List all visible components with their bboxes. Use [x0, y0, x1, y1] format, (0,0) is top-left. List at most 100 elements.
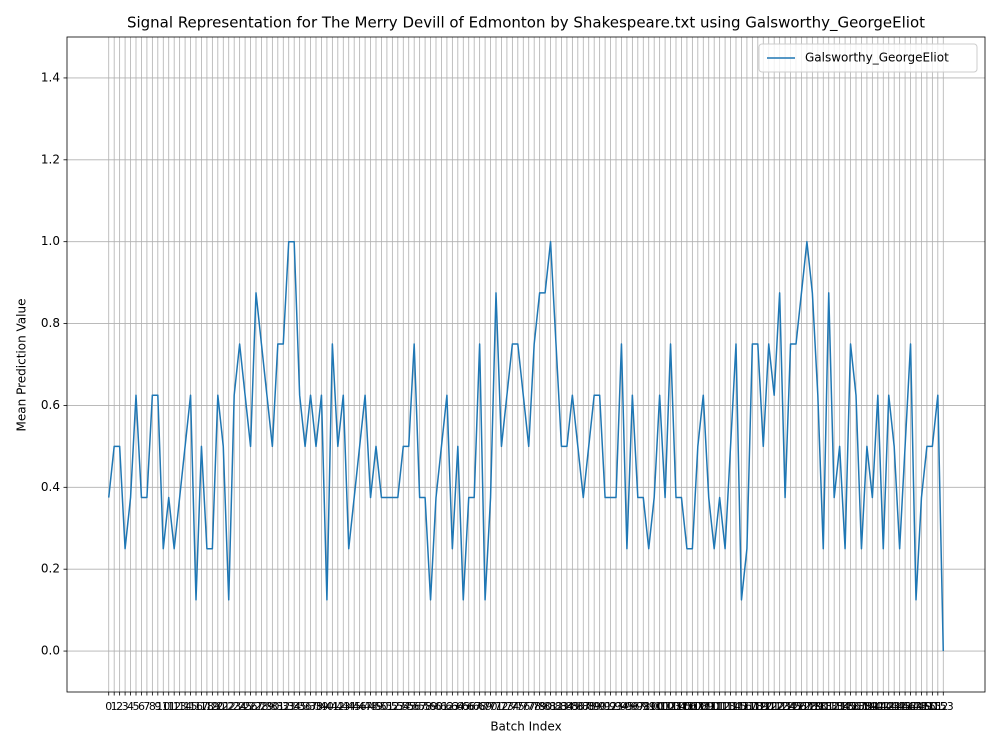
x-tick-label: 152 [927, 700, 948, 713]
x-tick-label: 114 [720, 700, 741, 713]
x-tick-label: 77 [522, 700, 536, 713]
x-tick-label: 147 [900, 700, 921, 713]
x-tick-label: 92 [604, 700, 618, 713]
x-tick-label: 135 [835, 700, 856, 713]
x-tick-label: 148 [906, 700, 927, 713]
x-tick-label: 125 [780, 700, 801, 713]
x-tick-label: 97 [631, 700, 645, 713]
x-tick-label: 79 [533, 700, 547, 713]
x-tick-label: 60 [429, 700, 443, 713]
x-tick-label: 24 [233, 700, 247, 713]
x-tick-label: 89 [587, 700, 601, 713]
x-tick-label: 88 [582, 700, 596, 713]
x-tick-label: 63 [445, 700, 459, 713]
x-tick-label: 142 [873, 700, 894, 713]
x-tick-label: 128 [796, 700, 817, 713]
x-tick-label: 41 [325, 700, 339, 713]
y-tick-label: 1.0 [41, 234, 60, 248]
x-tick-label: 18 [200, 700, 214, 713]
x-tick-label: 143 [878, 700, 899, 713]
x-tick-label: 6 [138, 700, 145, 713]
x-tick-label: 72 [494, 700, 508, 713]
x-tick-label: 107 [682, 700, 703, 713]
x-tick-label: 90 [593, 700, 607, 713]
x-tick-label: 35 [293, 700, 307, 713]
x-tick-label: 3 [122, 700, 129, 713]
x-tick-label: 49 [369, 700, 383, 713]
x-tick-label: 116 [731, 700, 752, 713]
x-tick-label: 10 [156, 700, 170, 713]
x-tick-label: 34 [287, 700, 301, 713]
x-tick-label: 132 [818, 700, 839, 713]
x-tick-label: 16 [189, 700, 203, 713]
x-tick-label: 25 [238, 700, 252, 713]
legend: Galsworthy_GeorgeEliot [758, 43, 978, 73]
x-tick-label: 53 [391, 700, 405, 713]
x-tick-label: 120 [753, 700, 774, 713]
x-tick-label: 137 [846, 700, 867, 713]
y-tick-label: 0.0 [41, 644, 60, 658]
x-tick-label: 106 [676, 700, 697, 713]
x-tick-label: 124 [775, 700, 796, 713]
x-tick-label: 70 [484, 700, 498, 713]
y-tick-label: 0.4 [41, 480, 60, 494]
x-tick-label: 21 [216, 700, 230, 713]
legend-label: Galsworthy_GeorgeEliot [805, 51, 949, 65]
x-tick-label: 127 [791, 700, 812, 713]
x-tick-label: 38 [309, 700, 323, 713]
x-tick-label: 36 [298, 700, 312, 713]
data-line [107, 240, 945, 652]
legend-box [758, 43, 978, 73]
x-tick-label: 153 [933, 700, 954, 713]
x-tick-label: 71 [489, 700, 503, 713]
x-tick-label: 48 [364, 700, 378, 713]
x-tick-label: 67 [467, 700, 481, 713]
y-tick-label: 1.2 [41, 152, 60, 166]
x-tick-label: 42 [331, 700, 345, 713]
x-tick-label: 65 [456, 700, 470, 713]
x-tick-label: 101 [649, 700, 670, 713]
x-tick-label: 98 [636, 700, 650, 713]
x-tick-label: 68 [473, 700, 487, 713]
x-tick-label: 94 [614, 700, 628, 713]
x-tick-label: 17 [194, 700, 208, 713]
x-tick-label: 14 [178, 700, 192, 713]
x-tick-label: 141 [867, 700, 888, 713]
x-tick-label: 73 [500, 700, 514, 713]
x-tick-label: 43 [336, 700, 350, 713]
x-tick-label: 29 [260, 700, 274, 713]
x-tick-label: 91 [598, 700, 612, 713]
x-tick-label: 69 [478, 700, 492, 713]
x-tick-label: 121 [758, 700, 779, 713]
x-tick-label: 122 [764, 700, 785, 713]
y-tick-label: 0.8 [41, 316, 60, 330]
x-tick-label: 61 [434, 700, 448, 713]
x-tick-label: 87 [576, 700, 590, 713]
x-tick-label: 39 [314, 700, 328, 713]
x-tick-label: 136 [840, 700, 861, 713]
x-tick-label: 75 [511, 700, 525, 713]
x-tick-label: 115 [726, 700, 747, 713]
y-tick-label: 0.6 [41, 398, 60, 412]
x-tick-label: 86 [571, 700, 585, 713]
x-tick-label: 131 [813, 700, 834, 713]
x-tick-label: 111 [704, 700, 725, 713]
chart-title: Signal Representation for The Merry Devi… [127, 14, 925, 33]
x-tick-label: 74 [505, 700, 519, 713]
x-tick-label: 80 [538, 700, 552, 713]
x-tick-label: 50 [374, 700, 388, 713]
x-tick-label: 134 [829, 700, 850, 713]
x-tick-label: 33 [282, 700, 296, 713]
x-tick-label: 20 [211, 700, 225, 713]
x-tick-label: 117 [736, 700, 757, 713]
x-tick-label: 56 [407, 700, 421, 713]
x-tick-label: 46 [353, 700, 367, 713]
x-tick-label: 52 [385, 700, 399, 713]
x-tick-label: 76 [516, 700, 530, 713]
x-tick-label: 123 [769, 700, 790, 713]
x-tick-label: 104 [666, 700, 687, 713]
x-tick-label: 54 [396, 700, 410, 713]
x-tick-label: 113 [715, 700, 736, 713]
